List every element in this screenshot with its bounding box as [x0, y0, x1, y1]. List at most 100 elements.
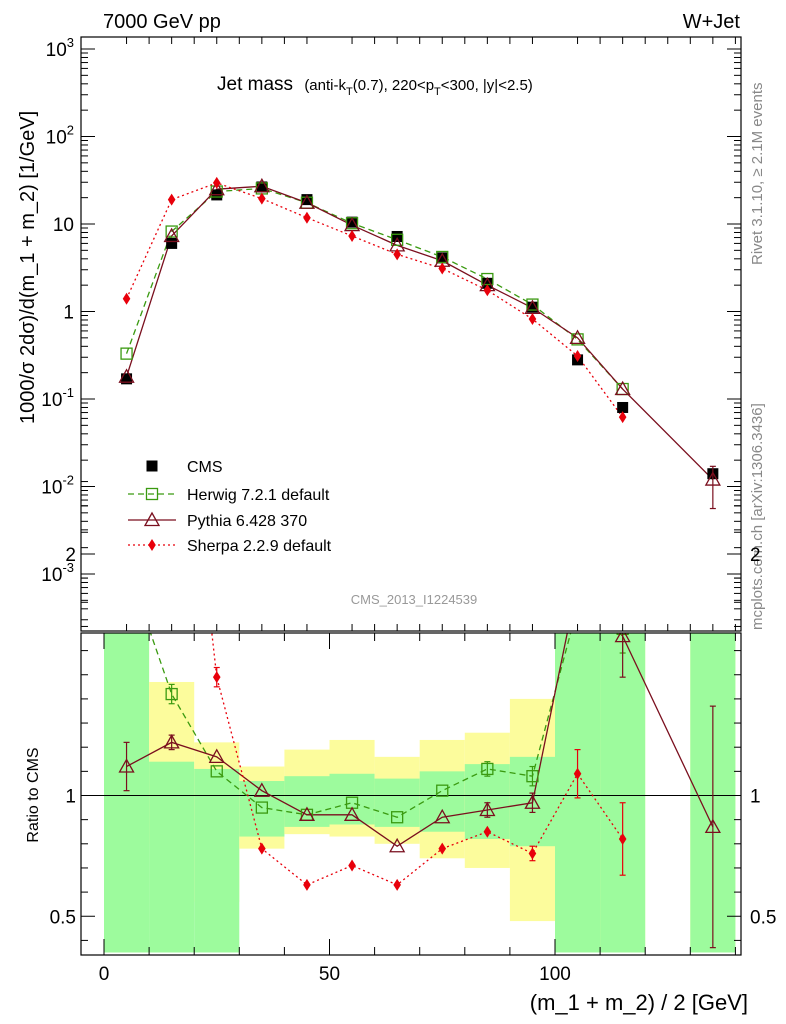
pythia-ratio-point	[479, 801, 496, 817]
legend-marker-herwig	[145, 487, 159, 501]
x-tick-label: 100	[539, 964, 571, 985]
herwig-ratio-point	[436, 784, 449, 797]
sherpa-main-point	[483, 284, 492, 297]
sherpa-ratio-point	[483, 825, 492, 838]
main-y-axis-label: 1000/σ 2dσ)/d(m_1 + m_2) [1/GeV]	[17, 111, 39, 424]
pythia-ratio-point	[571, 576, 585, 589]
sherpa-main-point	[618, 411, 627, 424]
sherpa-ratio-point	[573, 767, 582, 780]
sherpa-ratio-point	[438, 842, 447, 855]
legend-label-herwig: Herwig 7.2.1 default	[187, 487, 330, 504]
herwig-ratio-point	[121, 558, 132, 569]
cms-main-point	[346, 216, 358, 228]
herwig-ratio-point	[481, 762, 494, 776]
sherpa-main-line	[125, 182, 624, 418]
cms-main-point	[121, 373, 133, 385]
ratio-inner-band	[149, 761, 195, 953]
cms-main-point	[301, 194, 313, 206]
sherpa-main-point	[258, 192, 266, 205]
herwig-ratio-point	[165, 687, 178, 701]
plot-title-sub-b: (0.7), 220<p	[353, 77, 434, 94]
main-plot-frame	[80, 36, 742, 632]
pythia-main-point	[118, 368, 135, 383]
main-y-tick-label: 10	[53, 215, 74, 236]
main-y-tick-base: 10	[46, 40, 67, 61]
pythia-ratio-point	[614, 633, 631, 643]
ratio-inner-band	[284, 776, 330, 827]
ratio-inner-band	[104, 633, 150, 953]
sherpa-main-point	[303, 211, 311, 224]
sherpa-ratio-point	[618, 832, 627, 845]
pythia-main-point	[253, 177, 270, 193]
ratio-inner-band	[600, 633, 646, 953]
main-y-tick-exponent: -2	[62, 473, 74, 488]
ratio-inner-band	[194, 768, 240, 953]
pythia-main-point	[163, 227, 180, 243]
ratio-inner-band	[329, 773, 375, 825]
main-y-tick-base: 1	[63, 303, 74, 324]
ratio-y-tick-label: 2	[65, 545, 76, 566]
pythia-main-point	[208, 180, 225, 196]
main-y-tick-exponent: 2	[67, 123, 74, 138]
pythia-ratio-point	[118, 758, 135, 773]
main-y-tick-label: 10-1	[41, 385, 74, 411]
x-axis-label: (m_1 + m_2) / 2 [GeV]	[530, 990, 748, 1015]
pythia-ratio-point	[298, 806, 316, 821]
sherpa-ratio-point	[168, 265, 176, 277]
herwig-ratio-point	[526, 770, 539, 783]
pythia-ratio-point	[434, 808, 451, 824]
herwig-main-line	[125, 187, 624, 390]
main-y-tick-label: 10-2	[41, 473, 74, 499]
ratio-y-tick-label: 0.5	[50, 907, 76, 928]
ratio-tick-labels: 0.5 0.5 1 1 2 2 0 50 100	[50, 545, 777, 985]
mcplots-label: mcplots.cern.ch [arXiv:1306.3436]	[749, 403, 766, 630]
pythia-ratio-point	[163, 734, 180, 749]
rivet-version-label: Rivet 3.1.10, ≥ 2.1M events	[749, 83, 766, 266]
header-left-label: 7000 GeV pp	[103, 11, 221, 33]
herwig-main-point	[165, 225, 178, 238]
pythia-main-point	[298, 194, 316, 209]
main-y-tick-label: 10-3	[41, 560, 74, 586]
ratio-y-axis-label: Ratio to CMS	[25, 747, 42, 842]
sherpa-main-point	[122, 292, 131, 305]
sherpa-ratio-point	[212, 671, 221, 684]
cms-main-point	[436, 252, 448, 264]
herwig-ratio-point	[390, 811, 404, 824]
sherpa-ratio-point	[348, 859, 356, 872]
cms-main-point	[481, 277, 493, 289]
main-y-tick-exponent: -3	[62, 560, 74, 575]
main-y-tick-base: 10	[41, 390, 62, 411]
pythia-main-point	[569, 329, 586, 344]
plot-title: Jet mass (anti-kT(0.7), 220<pT<300, |y|<…	[217, 74, 533, 98]
pythia-ratio-point	[704, 818, 721, 834]
sherpa-main-point	[393, 248, 401, 261]
main-y-tick-base: 10	[53, 215, 74, 236]
analysis-id-label: CMS_2013_I1224539	[351, 592, 478, 607]
herwig-main-point	[120, 347, 133, 360]
cms-main-point	[256, 181, 268, 193]
plot-title-sub-b-subscript: T	[434, 86, 441, 98]
herwig-ratio-point	[572, 602, 583, 613]
ratio-plot-frame	[80, 632, 742, 956]
sherpa-main-point	[438, 262, 447, 275]
pythia-ratio-point	[343, 806, 361, 821]
main-y-tick-base: 10	[46, 128, 67, 149]
sherpa-ratio-point	[258, 842, 266, 855]
cms-main-point	[526, 301, 538, 313]
plot-title-sub-a-subscript: T	[346, 86, 353, 98]
sherpa-main-point	[348, 229, 356, 242]
pythia-ratio-line	[126, 633, 714, 847]
cms-main-point	[166, 237, 178, 249]
sherpa-main-point	[212, 176, 221, 189]
cms-main-point	[617, 401, 629, 413]
main-y-tick-label: 102	[46, 123, 74, 149]
ratio-axis-ticks	[81, 481, 741, 955]
pythia-ratio-point	[389, 837, 406, 853]
main-y-tick-label: 1	[63, 303, 74, 324]
ratio-inner-band	[419, 771, 465, 832]
legend-label-cms: CMS	[187, 459, 223, 476]
ratio-uncertainty-bands	[104, 633, 736, 953]
